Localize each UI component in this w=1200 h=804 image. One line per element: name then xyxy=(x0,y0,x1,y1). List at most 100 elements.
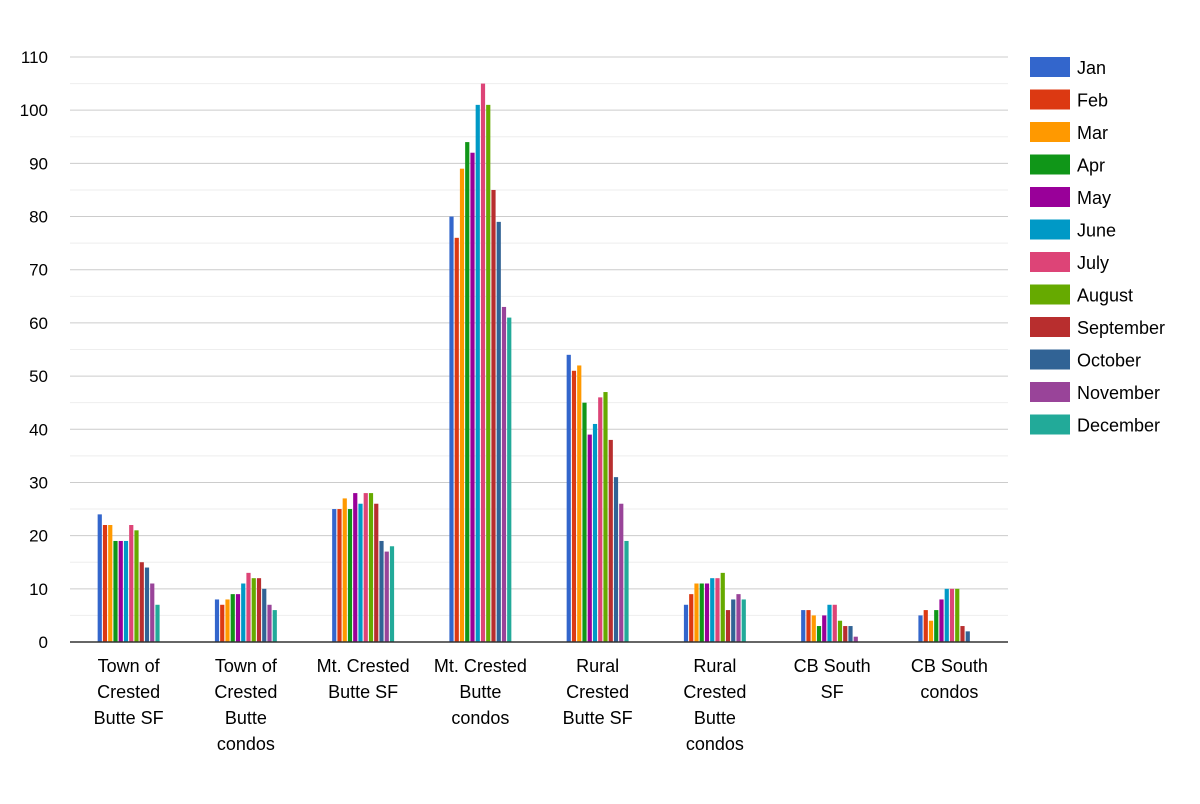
legend-label: Mar xyxy=(1077,123,1108,143)
x-tick-label: Crested xyxy=(97,682,160,702)
legend-swatch xyxy=(1030,89,1070,110)
legend-label: May xyxy=(1077,188,1111,208)
bar-december-2 xyxy=(389,546,395,642)
bar-mar-5 xyxy=(694,583,699,642)
bar-december-5 xyxy=(741,599,746,642)
bar-may-6 xyxy=(822,615,827,642)
bar-october-7 xyxy=(965,631,970,642)
bar-feb-2 xyxy=(337,509,342,642)
bar-feb-0 xyxy=(102,525,108,642)
bar-mar-1 xyxy=(225,599,230,642)
legend-label: November xyxy=(1077,383,1160,403)
y-tick-label: 90 xyxy=(29,154,48,173)
y-tick-label: 50 xyxy=(29,367,48,386)
bar-feb-5 xyxy=(689,594,694,642)
x-tick-label: CB South xyxy=(794,656,871,676)
bar-mar-2 xyxy=(342,498,347,642)
bar-mar-7 xyxy=(928,620,934,642)
bar-october-5 xyxy=(731,599,736,642)
bar-june-6 xyxy=(827,604,832,642)
bar-jan-4 xyxy=(566,354,571,642)
legend-label: Jan xyxy=(1077,58,1106,78)
y-tick-label: 30 xyxy=(29,473,48,492)
y-tick-label: 80 xyxy=(29,208,48,227)
bar-may-3 xyxy=(470,152,475,642)
bar-august-5 xyxy=(720,572,725,642)
x-tick-label: Butte xyxy=(225,708,267,728)
bar-august-6 xyxy=(837,620,843,642)
bar-august-0 xyxy=(134,530,139,642)
bar-jan-6 xyxy=(801,610,806,642)
x-tick-label: condos xyxy=(686,734,744,754)
bar-may-7 xyxy=(939,599,944,642)
bar-jan-5 xyxy=(683,604,689,642)
x-tick-label: Butte xyxy=(459,682,501,702)
x-tick-label: Butte SF xyxy=(563,708,633,728)
bar-june-5 xyxy=(710,578,715,642)
bar-september-4 xyxy=(608,439,613,642)
bar-feb-1 xyxy=(220,604,225,642)
bar-feb-7 xyxy=(923,610,928,642)
bar-july-0 xyxy=(129,525,134,642)
bar-november-4 xyxy=(619,503,624,642)
x-tick-label: condos xyxy=(920,682,978,702)
bar-apr-4 xyxy=(582,402,587,642)
legend-label: August xyxy=(1077,286,1133,306)
bar-mar-6 xyxy=(811,615,816,642)
bar-november-3 xyxy=(501,306,507,642)
bar-may-1 xyxy=(235,594,241,642)
bar-july-1 xyxy=(246,572,251,642)
legend-label: July xyxy=(1077,253,1109,273)
bar-december-4 xyxy=(624,540,629,642)
x-tick-label: Crested xyxy=(683,682,746,702)
bar-may-0 xyxy=(118,540,123,642)
bar-apr-7 xyxy=(934,610,939,642)
legend-swatch xyxy=(1030,317,1070,337)
bar-september-1 xyxy=(256,578,262,642)
x-tick-label: Mt. Crested xyxy=(317,656,410,676)
x-tick-label: Rural xyxy=(576,656,619,676)
bar-october-0 xyxy=(144,567,150,642)
x-tick-label: Town of xyxy=(98,656,161,676)
y-tick-label: 70 xyxy=(29,261,48,280)
x-tick-label: CB South xyxy=(911,656,988,676)
bar-jan-2 xyxy=(332,509,337,642)
bar-june-7 xyxy=(944,588,949,642)
x-tick-label: Crested xyxy=(214,682,277,702)
legend-swatch xyxy=(1030,154,1070,175)
bar-june-2 xyxy=(358,503,363,642)
legend-swatch xyxy=(1030,414,1070,435)
bar-october-6 xyxy=(848,626,853,642)
bar-october-2 xyxy=(379,540,384,642)
legend-swatch xyxy=(1030,382,1070,402)
bar-may-5 xyxy=(704,583,710,642)
y-tick-label: 40 xyxy=(29,420,48,439)
bar-september-0 xyxy=(139,562,144,642)
legend-swatch xyxy=(1030,349,1070,370)
bar-august-3 xyxy=(486,104,491,642)
legend-swatch xyxy=(1030,284,1070,305)
bar-jan-1 xyxy=(214,599,220,642)
legend-label: September xyxy=(1077,318,1165,338)
bar-july-7 xyxy=(949,588,955,642)
bar-august-1 xyxy=(251,578,256,642)
bar-september-5 xyxy=(725,610,731,642)
legend-label: Apr xyxy=(1077,156,1105,176)
bar-august-4 xyxy=(603,392,608,642)
bar-mar-4 xyxy=(577,365,582,642)
bar-apr-0 xyxy=(113,540,118,642)
x-tick-label: condos xyxy=(451,708,509,728)
y-tick-label: 0 xyxy=(39,633,48,652)
x-tick-label: Town of xyxy=(215,656,278,676)
x-tick-label: SF xyxy=(821,682,844,702)
bar-october-1 xyxy=(262,588,267,642)
bar-feb-6 xyxy=(806,610,811,642)
x-tick-label: Butte SF xyxy=(94,708,164,728)
legend-label: June xyxy=(1077,221,1116,241)
legend-swatch xyxy=(1030,219,1070,240)
bar-november-0 xyxy=(150,583,155,642)
bar-july-3 xyxy=(480,83,486,642)
bar-july-4 xyxy=(598,397,603,642)
